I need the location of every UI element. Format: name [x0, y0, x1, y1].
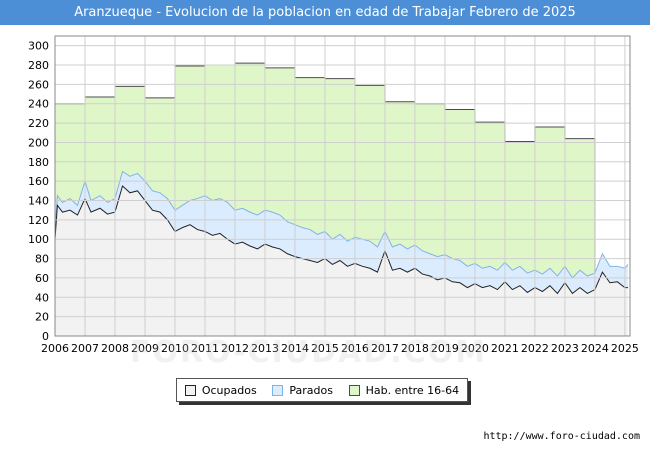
y-tick-label: 220	[28, 117, 49, 130]
x-tick-label: 2006	[41, 342, 69, 355]
x-tick-label: 2018	[401, 342, 429, 355]
x-tick-label: 2014	[281, 342, 309, 355]
x-tick-label: 2017	[371, 342, 399, 355]
x-tick-label: 2010	[161, 342, 189, 355]
plot-border	[54, 35, 631, 337]
x-tick-label: 2011	[191, 342, 219, 355]
y-tick-label: 160	[28, 175, 49, 188]
x-tick-label: 2019	[431, 342, 459, 355]
x-tick-label: 2007	[71, 342, 99, 355]
x-tick-label: 2025	[611, 342, 639, 355]
y-tick-label: 80	[35, 253, 49, 266]
legend-item-ocupados: Ocupados	[184, 383, 257, 397]
y-tick-label: 180	[28, 156, 49, 169]
y-tick-label: 60	[35, 272, 49, 285]
x-tick-label: 2016	[341, 342, 369, 355]
y-tick-label: 140	[28, 195, 49, 208]
series-ocupados-area	[55, 186, 628, 336]
x-tick-label: 2022	[521, 342, 549, 355]
x-tick-label: 2015	[311, 342, 339, 355]
x-tick-label: 2024	[581, 342, 609, 355]
legend-swatch-parados	[272, 384, 284, 396]
y-tick-label: 120	[28, 214, 49, 227]
y-tick-label: 240	[28, 98, 49, 111]
x-tick-label: 2009	[131, 342, 159, 355]
chart-title: Aranzueque - Evolucion de la poblacion e…	[0, 0, 650, 25]
x-tick-label: 2020	[461, 342, 489, 355]
x-tick-label: 2021	[491, 342, 519, 355]
y-tick-label: 260	[28, 78, 49, 91]
legend-label-hab: Hab. entre 16-64	[365, 383, 460, 397]
y-tick-label: 300	[28, 40, 49, 53]
y-tick-label: 280	[28, 59, 49, 72]
x-tick-label: 2008	[101, 342, 129, 355]
legend-swatch-ocupados	[184, 384, 196, 396]
x-tick-label: 2013	[251, 342, 279, 355]
legend-item-parados: Parados	[272, 384, 333, 397]
x-tick-label: 2012	[221, 342, 249, 355]
legend-label-parados: Parados	[289, 383, 333, 397]
source-url[interactable]: http://www.foro-ciudad.com	[483, 431, 640, 442]
legend-swatch-hab	[348, 384, 360, 396]
y-tick-label: 100	[28, 233, 49, 246]
y-tick-label: 20	[35, 311, 49, 324]
legend-item-hab: Hab. entre 16-64	[348, 383, 460, 397]
y-tick-label: 40	[35, 291, 49, 304]
legend-label-ocupados: Ocupados	[201, 383, 257, 397]
watermark: FORO-CIUDAD.COM	[130, 335, 487, 370]
chart-area: 0 20 40 60 80 100 120 140 160 180 200 220 240 260 280 3…	[28, 35, 639, 355]
y-tick-label: 200	[28, 136, 49, 149]
y-tick-label: 0	[42, 330, 49, 343]
x-tick-label: 2023	[551, 342, 579, 355]
legend: Ocupados Parados Hab. entre 16-64	[176, 378, 468, 402]
